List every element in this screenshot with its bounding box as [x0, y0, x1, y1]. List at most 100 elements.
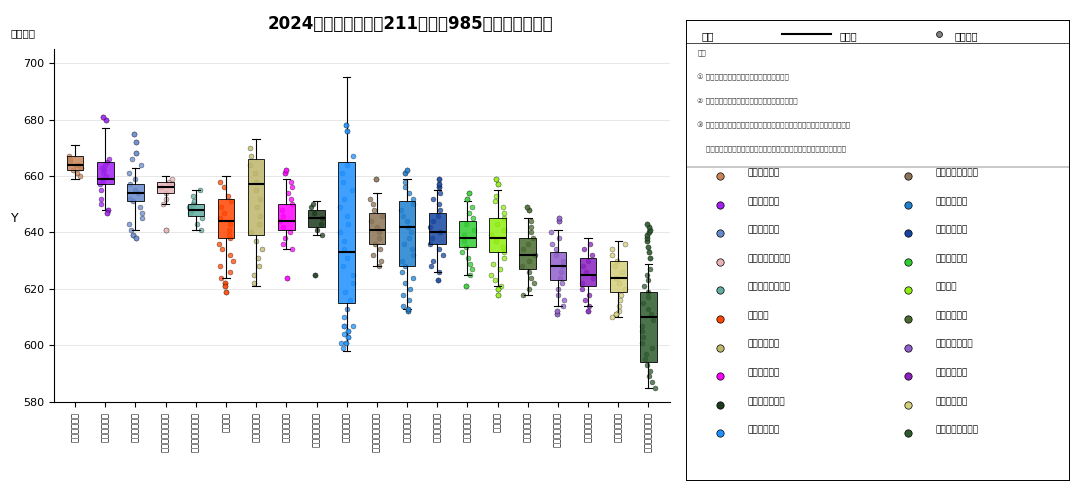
Point — [900, 172, 917, 180]
Point — [423, 234, 441, 242]
Point — [636, 356, 653, 364]
Point — [247, 237, 265, 245]
Point — [643, 310, 660, 318]
Bar — [218, 198, 234, 238]
Text: 北京外国语大学: 北京外国语大学 — [747, 397, 785, 406]
Y-axis label: Y: Y — [11, 212, 18, 225]
Point — [583, 251, 600, 259]
Point — [241, 144, 258, 152]
Text: 西南财经大学: 西南财经大学 — [935, 254, 968, 263]
Point — [133, 209, 150, 217]
Point — [364, 200, 381, 208]
Point — [372, 257, 389, 265]
Bar — [368, 213, 386, 244]
Point — [712, 287, 729, 294]
Point — [576, 245, 593, 253]
Text: 上海财经大学: 上海财经大学 — [747, 197, 780, 206]
Text: 东北大学: 东北大学 — [935, 283, 957, 292]
Point — [616, 240, 633, 247]
Point — [430, 276, 447, 284]
Point — [213, 245, 230, 253]
Point — [281, 228, 298, 236]
Point — [373, 212, 390, 220]
Point — [457, 220, 474, 228]
Text: 中国政法大学: 中国政法大学 — [747, 340, 780, 349]
Point — [225, 257, 242, 265]
Point — [463, 203, 481, 211]
Point — [423, 217, 441, 225]
Text: ① 北大、复旦、上交、浙大均包含医学院数据: ① 北大、复旦、上交、浙大均包含医学院数据 — [698, 74, 789, 81]
Point — [400, 305, 417, 313]
Point — [487, 237, 504, 245]
Point — [130, 189, 147, 197]
Point — [370, 228, 388, 236]
Point — [900, 201, 917, 209]
Point — [584, 274, 602, 282]
Point — [496, 215, 513, 222]
Point — [70, 161, 87, 169]
Point — [404, 245, 421, 253]
Point — [553, 279, 570, 287]
Point — [401, 234, 418, 242]
Point — [572, 285, 590, 293]
Bar — [580, 258, 596, 286]
Point — [62, 158, 79, 166]
Point — [366, 240, 383, 247]
Point — [486, 197, 503, 205]
Point — [60, 152, 78, 160]
Point — [604, 313, 621, 321]
Point — [221, 234, 239, 242]
Point — [611, 296, 629, 304]
Text: 对外经济贸易大学: 对外经济贸易大学 — [747, 283, 791, 292]
Text: 单个考生: 单个考生 — [955, 31, 977, 41]
Point — [549, 308, 566, 316]
Point — [604, 251, 621, 259]
Point — [638, 234, 656, 242]
Point — [575, 263, 592, 270]
Point — [362, 195, 379, 202]
Text: 北京邮电大学: 北京邮电大学 — [747, 169, 780, 177]
Point — [489, 180, 507, 188]
Point — [642, 367, 659, 375]
Point — [333, 339, 350, 346]
Point — [395, 212, 413, 220]
Point — [276, 169, 294, 177]
Point — [221, 220, 239, 228]
Point — [460, 209, 477, 217]
Point — [434, 251, 451, 259]
Point — [644, 378, 661, 386]
Point — [465, 226, 483, 234]
Point — [345, 152, 362, 160]
Point — [248, 203, 266, 211]
Point — [712, 429, 729, 437]
Point — [642, 254, 659, 262]
Point — [339, 333, 356, 341]
Point — [213, 274, 230, 282]
Point — [404, 251, 421, 259]
Point — [489, 291, 507, 298]
Point — [460, 254, 477, 262]
Text: 北京交通大学: 北京交通大学 — [935, 197, 968, 206]
Point — [127, 234, 145, 242]
Bar — [158, 182, 174, 193]
Point — [401, 285, 418, 293]
Point — [338, 212, 355, 220]
Point — [220, 231, 238, 239]
Point — [181, 209, 199, 217]
Point — [185, 200, 202, 208]
Point — [368, 223, 386, 231]
Point — [365, 251, 382, 259]
Point — [339, 220, 356, 228]
Point — [640, 248, 658, 256]
Point — [94, 164, 111, 171]
Point — [487, 192, 504, 200]
Point — [245, 271, 262, 279]
Point — [639, 305, 657, 313]
Point — [370, 263, 388, 270]
Point — [543, 240, 561, 247]
Bar — [338, 162, 355, 303]
Text: 注：: 注： — [698, 49, 706, 56]
Text: 图例: 图例 — [701, 31, 714, 41]
Point — [334, 344, 351, 352]
Point — [519, 240, 537, 247]
